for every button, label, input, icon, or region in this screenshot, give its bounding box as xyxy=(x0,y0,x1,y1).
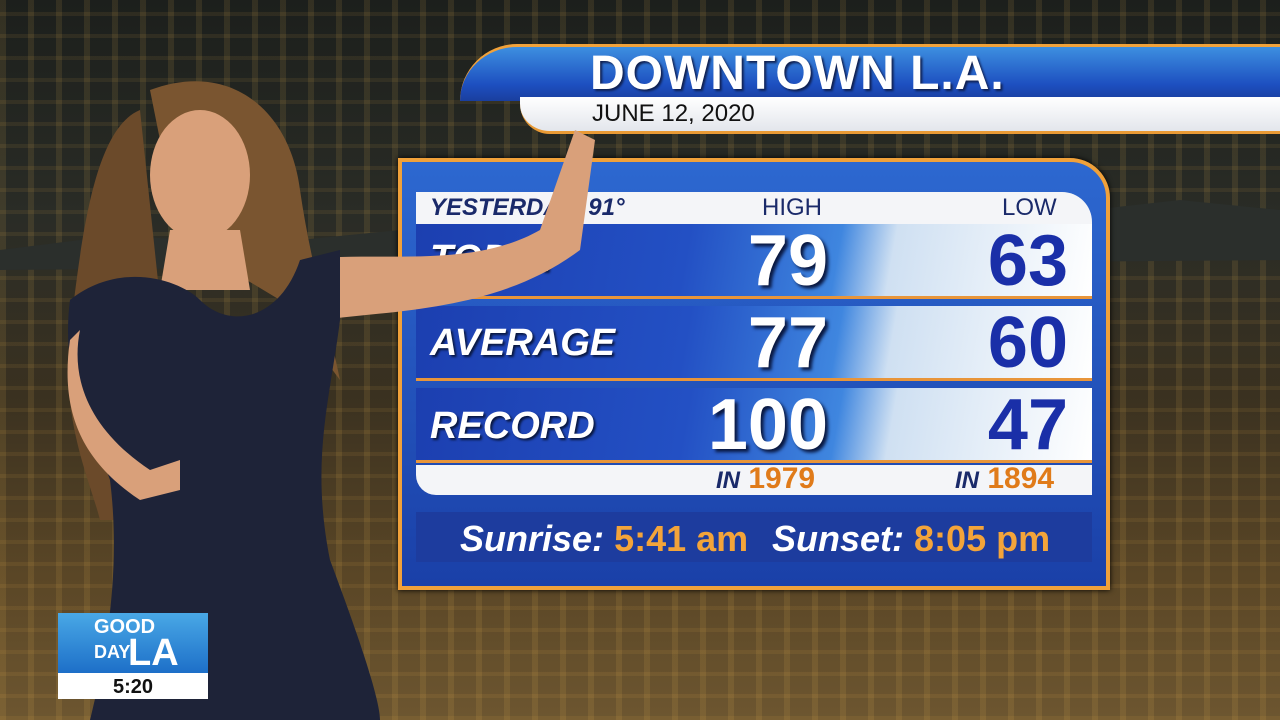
record-year-row xyxy=(416,465,1092,495)
location-title: DOWNTOWN L.A. xyxy=(590,47,1005,100)
sun-bar xyxy=(416,512,1092,562)
logo-band xyxy=(58,613,208,673)
record-high-year: IN 1979 xyxy=(716,462,815,496)
row-label: RECORD xyxy=(430,405,595,447)
sunset: Sunset: 8:05 pm xyxy=(772,518,1050,560)
row-label: AVERAGE xyxy=(430,322,616,364)
clock: 5:20 xyxy=(112,676,154,698)
logo-word: DAY xyxy=(94,642,131,662)
date: JUNE 12, 2020 xyxy=(592,100,755,127)
title-bar xyxy=(460,44,1280,101)
sunrise-time: 5:41 am xyxy=(614,518,749,559)
record-row xyxy=(416,388,1092,463)
sunset-time: 8:05 pm xyxy=(914,518,1051,559)
header-row xyxy=(416,192,1092,224)
record-prefix: IN xyxy=(955,467,979,494)
average-row xyxy=(416,306,1092,381)
column-header: LOW xyxy=(1002,194,1057,221)
record-year: 1979 xyxy=(748,462,816,495)
record-low-year: IN 1894 xyxy=(955,462,1054,496)
sunrise: Sunrise: 5:41 am xyxy=(460,518,748,560)
logo-word: GOOD xyxy=(94,616,156,638)
yesterday-high: YESTERDAY: 91° xyxy=(430,194,625,221)
low-temp: 60 xyxy=(987,303,1068,383)
sunrise-label: Sunrise: xyxy=(460,518,605,559)
high-temp: 100 xyxy=(707,385,828,465)
record-year: 1894 xyxy=(987,462,1055,495)
high-temp: 77 xyxy=(747,303,828,383)
sunset-label: Sunset: xyxy=(772,518,905,559)
high-temp: 79 xyxy=(747,221,828,301)
low-temp: 47 xyxy=(987,385,1068,465)
column-header: HIGH xyxy=(762,194,822,221)
date-bar xyxy=(520,97,1280,134)
low-temp: 63 xyxy=(987,221,1068,301)
logo-word: LA xyxy=(128,632,179,674)
record-prefix: IN xyxy=(716,467,740,494)
